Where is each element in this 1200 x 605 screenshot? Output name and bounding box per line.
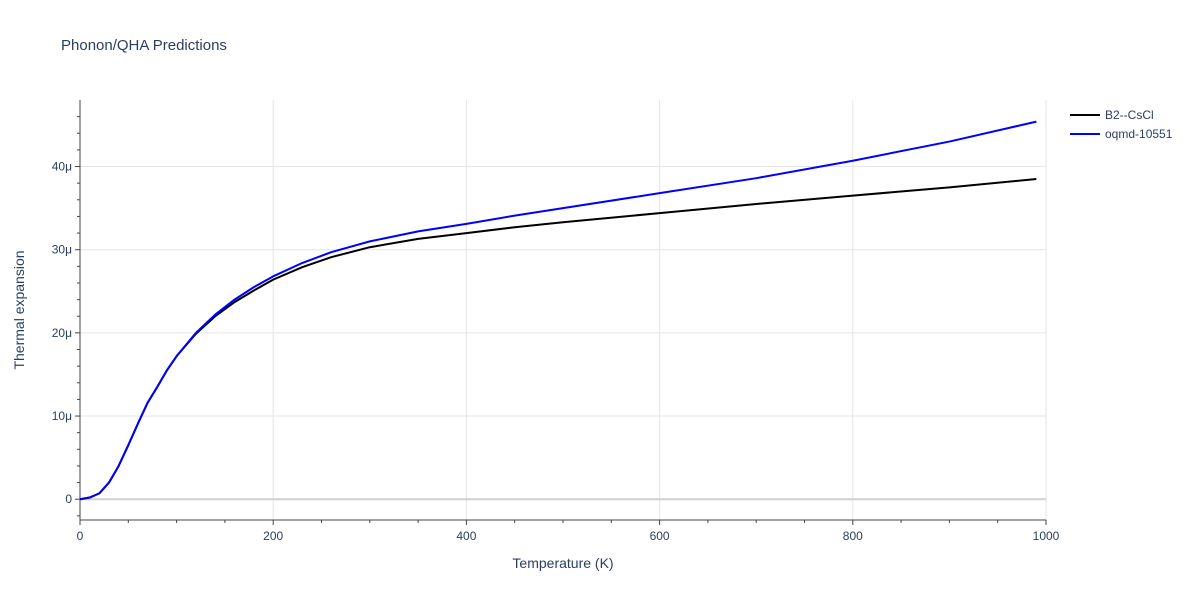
x-tick-label: 800 (843, 529, 863, 543)
y-tick-label: 30μ (52, 243, 72, 257)
y-tick-label: 40μ (52, 160, 72, 174)
series-layer (79, 120, 1037, 501)
axis-layer: 0 200 400 600 800 1000 0 10μ 20μ 30μ 40μ (52, 100, 1060, 543)
y-tick-label: 10μ (52, 409, 72, 423)
x-tick-label: 200 (263, 529, 283, 543)
y-tick-label: 20μ (52, 326, 72, 340)
grid-layer (80, 100, 1047, 520)
legend: B2--CsCl oqmd-10551 (1070, 108, 1173, 141)
x-tick-label: 0 (77, 529, 84, 543)
y-axis-label: Thermal expansion (11, 250, 27, 369)
x-tick-label: 600 (650, 529, 670, 543)
x-tick-label: 1000 (1033, 529, 1060, 543)
legend-label-1: B2--CsCl (1105, 108, 1154, 122)
x-axis-label: Temperature (K) (512, 555, 613, 571)
legend-label-2: oqmd-10551 (1105, 127, 1173, 141)
x-tick-label: 400 (456, 529, 476, 543)
y-tick-label: 0 (65, 492, 72, 506)
series-line-2 (79, 120, 1037, 501)
chart-title: Phonon/QHA Predictions (61, 37, 227, 54)
